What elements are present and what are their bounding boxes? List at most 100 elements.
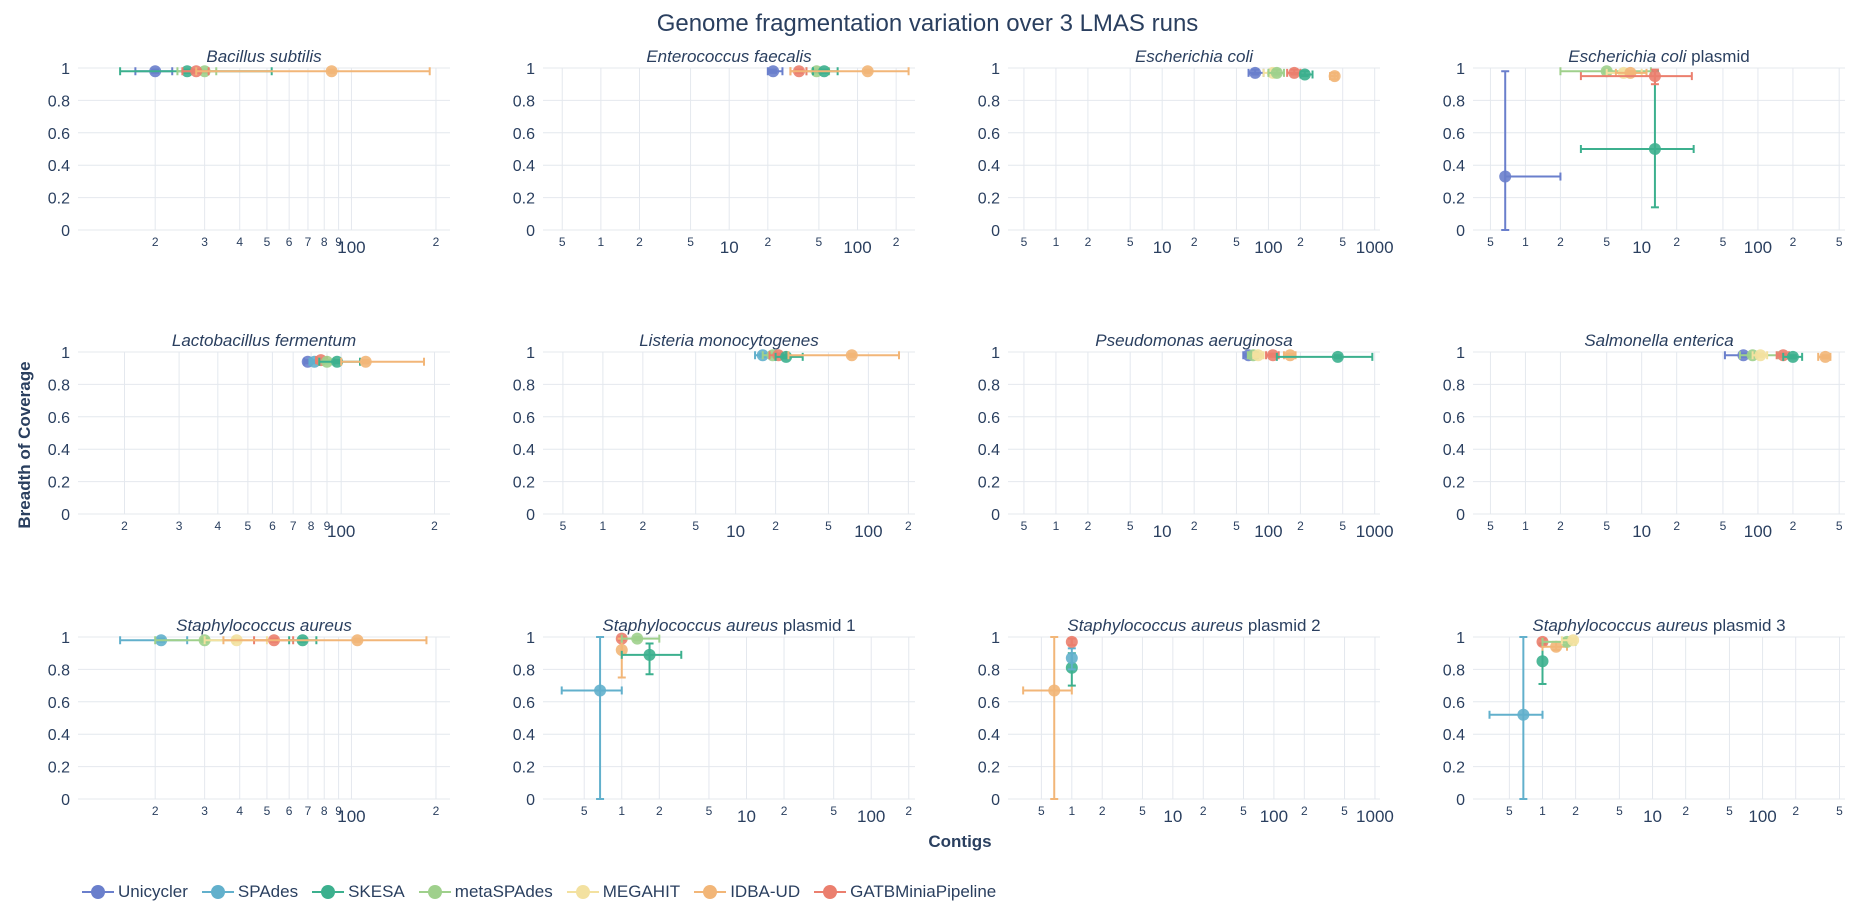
x-tick-label: 5	[1836, 235, 1843, 249]
y-tick-label: 0	[526, 792, 535, 809]
x-tick-label: 5	[1233, 519, 1240, 533]
x-axis-title: Contigs	[928, 832, 992, 851]
panel-title: Staphylococcus aureus plasmid 1	[602, 616, 855, 635]
x-tick-label: 1	[618, 804, 625, 818]
legend-item[interactable]: GATBMiniaPipeline	[814, 882, 996, 902]
y-tick-label: 0.8	[48, 662, 70, 679]
point-marker	[1754, 349, 1767, 362]
legend-label: GATBMiniaPipeline	[850, 882, 997, 901]
y-tick-label: 1	[991, 61, 1000, 78]
point-marker	[1288, 66, 1301, 79]
x-tick-label: 2	[781, 804, 788, 818]
x-tick-label: 10	[1153, 238, 1172, 257]
panel-title: Staphylococcus aureus plasmid 2	[1067, 616, 1320, 635]
panel-title: Staphylococcus aureus plasmid 3	[1532, 616, 1785, 635]
x-tick-label: 5	[706, 804, 713, 818]
y-tick-label: 0	[526, 223, 535, 240]
y-axis-title: Breadth of Coverage	[15, 361, 34, 529]
x-tick-label: 5	[245, 519, 252, 533]
x-tick-label: 5	[560, 519, 567, 533]
point-marker	[767, 65, 780, 78]
x-tick-label: 1	[1068, 804, 1075, 818]
x-tick-label: 1	[1522, 519, 1529, 533]
point-marker	[1536, 655, 1549, 668]
y-tick-label: 0.6	[48, 126, 70, 143]
legend-item[interactable]: metaSPAdes	[418, 882, 553, 902]
x-tick-label: 3	[201, 804, 208, 818]
x-tick-label: 2	[1792, 804, 1799, 818]
y-tick-label: 0.6	[513, 410, 535, 427]
data-point	[766, 65, 784, 78]
x-tick-label: 6	[286, 235, 293, 249]
y-tick-label: 0.8	[48, 377, 70, 394]
x-tick-label: 5	[687, 235, 694, 249]
x-tick-label: 4	[214, 519, 221, 533]
x-tick-label: 2	[433, 235, 440, 249]
data-point	[1065, 635, 1078, 648]
panel-9: 0 0.2 0.4 0.6 0.8 1 5 1 2 5 10 2 5 100 2 Staphylococcus…	[513, 616, 915, 826]
data-point	[1782, 350, 1804, 363]
x-tick-label: 5	[692, 519, 699, 533]
data-point	[1252, 349, 1265, 362]
data-point	[1579, 68, 1693, 86]
legend-item[interactable]: Unicycler	[82, 882, 188, 902]
x-tick-label: 1	[1539, 804, 1546, 818]
y-tick-label: 1	[1456, 345, 1465, 362]
point-marker	[1786, 350, 1799, 363]
data-point	[1298, 68, 1314, 81]
data-point	[1065, 647, 1078, 671]
data-point	[560, 636, 623, 800]
legend-label: IDBA-UD	[730, 882, 801, 901]
x-tick-label: 2	[905, 804, 912, 818]
x-tick-label: 1	[598, 235, 605, 249]
legend-item[interactable]: MEGAHIT	[566, 882, 680, 902]
legend-item[interactable]: IDBA-UD	[694, 882, 800, 902]
legend-item[interactable]: SPAdes	[201, 882, 298, 902]
x-tick-label: 2	[1673, 235, 1680, 249]
x-tick-label: 2	[1301, 804, 1308, 818]
x-tick-label: 5	[830, 804, 837, 818]
point-marker	[594, 684, 607, 697]
panel-1: 0 0.2 0.4 0.6 0.8 1 5 1 2 5 10 2 5 100 2 Enterococcus f…	[513, 47, 915, 257]
x-tick-label: 5	[1487, 519, 1494, 533]
x-tick-label: 2	[433, 804, 440, 818]
y-tick-label: 0.2	[48, 475, 70, 492]
x-tick-label: 100	[1254, 238, 1282, 257]
x-tick-label: 5	[1506, 804, 1513, 818]
data-point	[1817, 350, 1832, 363]
y-tick-label: 0	[61, 792, 70, 809]
data-point	[1265, 349, 1280, 362]
y-tick-label: 0.6	[1443, 695, 1465, 712]
x-tick-label: 3	[176, 519, 183, 533]
point-marker	[1249, 66, 1262, 79]
point-marker	[1550, 640, 1563, 653]
y-tick-label: 0.6	[513, 695, 535, 712]
x-tick-label: 2	[1790, 519, 1797, 533]
y-tick-label: 0.8	[978, 662, 1000, 679]
x-tick-label: 2	[1557, 519, 1564, 533]
y-tick-label: 0	[61, 507, 70, 524]
point-marker	[325, 65, 338, 78]
x-tick-label: 2	[1682, 804, 1689, 818]
x-tick-label: 100	[843, 238, 871, 257]
data-point	[1499, 70, 1562, 231]
panel-title: Lactobacillus fermentum	[172, 331, 356, 350]
panel-title: Pseudomonas aeruginosa	[1095, 331, 1293, 350]
x-tick-label: 1000	[1356, 238, 1394, 257]
data-point	[340, 355, 426, 368]
x-tick-label: 100	[1744, 238, 1772, 257]
x-tick-label: 2	[1191, 519, 1198, 533]
y-tick-label: 0.6	[513, 126, 535, 143]
panel-title: Enterococcus faecalis	[646, 47, 812, 66]
legend-swatch	[312, 885, 345, 899]
legend-swatch	[418, 885, 451, 899]
data-point	[1488, 636, 1544, 800]
legend-item[interactable]: SKESA	[312, 882, 405, 902]
x-tick-label: 7	[305, 804, 312, 818]
x-tick-label: 5	[1616, 804, 1623, 818]
x-tick-label: 2	[152, 804, 159, 818]
x-tick-label: 2	[656, 804, 663, 818]
y-tick-label: 0.2	[978, 475, 1000, 492]
point-marker	[1270, 66, 1283, 79]
